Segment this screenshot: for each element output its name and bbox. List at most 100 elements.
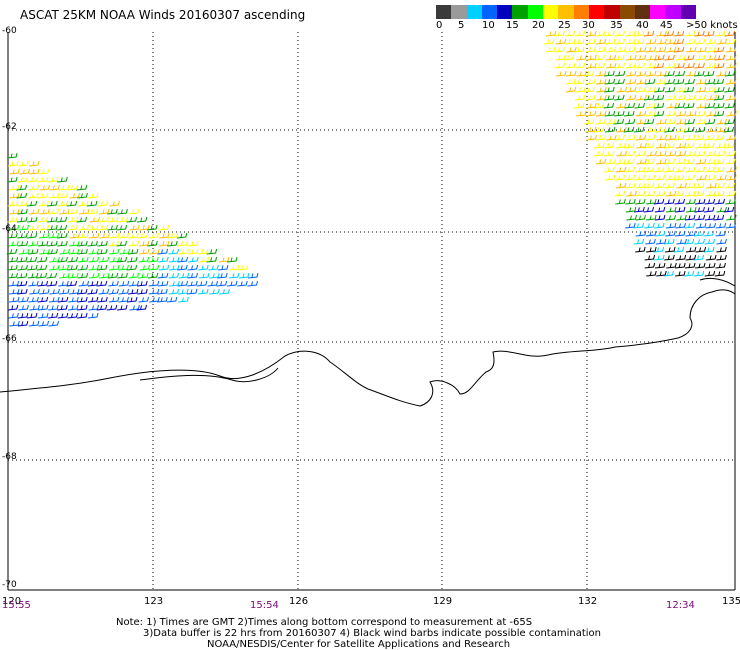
- wind-barb: [625, 46, 636, 53]
- wind-barb: [128, 208, 140, 215]
- wind-barb: [208, 264, 219, 271]
- wind-barb: [625, 206, 637, 213]
- wind-barb: [665, 94, 676, 101]
- wind-barb: [653, 246, 665, 253]
- wind-barb: [654, 230, 666, 237]
- wind-barb: [675, 118, 687, 125]
- wind-barb: [725, 78, 737, 85]
- wind-barb: [623, 142, 635, 149]
- wind-barb: [635, 86, 646, 93]
- wind-barb: [674, 230, 686, 237]
- colorbar-tick-label: 0: [436, 20, 443, 31]
- wind-barb: [237, 264, 249, 271]
- wind-barb: [26, 256, 38, 263]
- wind-barb: [554, 62, 566, 69]
- wind-barb: [198, 288, 209, 295]
- wind-barb: [624, 158, 635, 165]
- wind-barb: [675, 254, 687, 261]
- wind-barb: [8, 224, 20, 231]
- wind-barb: [673, 174, 685, 181]
- wind-barb: [705, 62, 716, 69]
- wind-barb: [108, 248, 120, 255]
- wind-barb: [694, 30, 705, 37]
- wind-barb: [37, 280, 49, 287]
- wind-barb: [137, 232, 149, 239]
- wind-barb: [715, 142, 726, 149]
- wind-barb: [645, 70, 657, 77]
- wind-barb: [724, 150, 736, 157]
- wind-barb: [66, 280, 78, 287]
- wind-barb: [693, 182, 705, 189]
- wind-barb: [57, 296, 69, 303]
- wind-barb: [714, 102, 725, 109]
- wind-barb: [157, 280, 169, 287]
- wind-barb: [653, 198, 665, 205]
- wind-barb: [76, 216, 88, 223]
- wind-barb: [573, 102, 585, 109]
- wind-barb: [108, 240, 119, 247]
- wind-barb: [646, 150, 657, 157]
- wind-barb: [46, 280, 58, 287]
- time-label-left: 15:55: [2, 600, 31, 611]
- wind-barb: [673, 38, 685, 45]
- wind-barb: [37, 312, 49, 319]
- wind-barb: [595, 46, 606, 53]
- wind-barb: [87, 288, 98, 295]
- wind-barb: [726, 62, 737, 69]
- wind-barb: [96, 280, 108, 287]
- wind-barb: [78, 224, 89, 231]
- wind-barb: [696, 102, 707, 109]
- wind-barb: [8, 184, 20, 191]
- wind-barb: [99, 208, 110, 215]
- wind-barb: [198, 256, 210, 263]
- wind-barb: [596, 86, 607, 93]
- wind-barb: [656, 30, 667, 37]
- wind-barb: [703, 142, 715, 149]
- wind-barb: [27, 248, 39, 255]
- wind-barb: [16, 192, 28, 199]
- wind-barb: [713, 78, 725, 85]
- wind-barb: [566, 70, 577, 77]
- wind-barb: [676, 182, 687, 189]
- wind-barb: [635, 246, 646, 253]
- wind-barb: [683, 142, 695, 149]
- wind-barb: [7, 176, 18, 183]
- wind-barb: [26, 232, 38, 239]
- wind-barb: [28, 240, 39, 247]
- wind-barb: [68, 248, 80, 255]
- wind-barb: [616, 86, 627, 93]
- wind-barb: [646, 54, 657, 61]
- wind-barb: [107, 216, 119, 223]
- wind-barb: [109, 264, 120, 271]
- wind-barb: [168, 248, 179, 255]
- wind-barb: [685, 70, 697, 77]
- wind-barb: [725, 46, 737, 53]
- wind-barb: [28, 320, 40, 327]
- wind-barb: [716, 126, 727, 133]
- wind-barb: [167, 232, 179, 239]
- wind-barb: [684, 222, 696, 229]
- wind-barb: [586, 134, 597, 141]
- wind-barb: [614, 190, 626, 197]
- wind-barb: [118, 232, 130, 239]
- wind-barb: [614, 174, 626, 181]
- wind-barb: [17, 200, 28, 207]
- wind-barb: [724, 38, 736, 45]
- wind-barb: [88, 248, 99, 255]
- wind-barb: [623, 126, 635, 133]
- wind-barb: [28, 224, 39, 231]
- wind-barb: [663, 30, 675, 37]
- wind-barb: [187, 240, 199, 247]
- wind-barb: [684, 158, 695, 165]
- wind-barb: [625, 182, 636, 189]
- wind-barb: [37, 240, 49, 247]
- wind-barb: [644, 134, 656, 141]
- wind-barb: [67, 264, 78, 271]
- wind-barb: [47, 248, 58, 255]
- wind-barb: [704, 214, 716, 221]
- wind-barb: [67, 304, 79, 311]
- wind-barb: [7, 256, 19, 263]
- wind-barb: [716, 238, 727, 245]
- wind-barb: [664, 254, 675, 261]
- wind-barb: [128, 272, 140, 279]
